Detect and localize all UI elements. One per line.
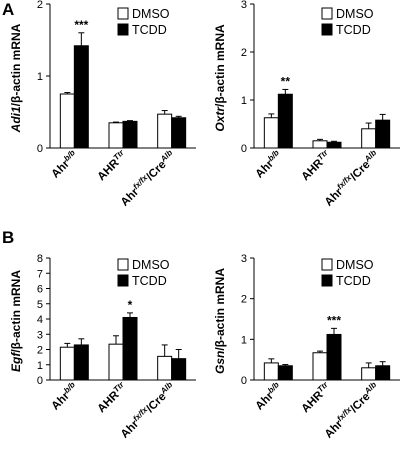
y-tick-label: 1	[241, 334, 247, 346]
chart-panel-0: 0 1 2 Adi1/β-actin mRNA Ahrb/b AHRTtrAhrfx/fx…	[9, 0, 196, 209]
y-axis-label: Gsn/β-actin mRNA	[213, 268, 227, 374]
bar-dmso	[108, 343, 124, 381]
bar-tcdd	[122, 120, 138, 149]
legend-swatch-tcdd	[117, 274, 129, 287]
bar-tcdd	[122, 316, 138, 381]
legend-label-tcdd: TCDD	[132, 23, 167, 37]
y-tick-label: 4	[37, 314, 43, 326]
x-tick-label: Ahrfx/fx/CreAlb	[117, 380, 178, 441]
x-tick-label: AHRTtr	[94, 379, 130, 415]
y-tick-label: 5	[37, 299, 43, 311]
significance-label: ***	[327, 313, 341, 327]
y-tick-label: 0	[37, 375, 43, 387]
y-tick-label: 2	[37, 345, 43, 357]
bar-tcdd	[326, 141, 342, 149]
x-tick-label: AHRTtr	[298, 379, 334, 415]
bar-tcdd	[277, 93, 293, 149]
x-tick-label: Ahrb/b	[252, 148, 285, 181]
bar-tcdd	[73, 344, 89, 381]
y-axis-label: Oxtr/β-actin mRNA	[213, 24, 227, 132]
significance-label: ***	[74, 18, 88, 32]
bar-dmso	[59, 346, 75, 381]
y-tick-label: 7	[37, 268, 43, 280]
bar-dmso	[157, 355, 173, 381]
bar-tcdd	[326, 333, 342, 381]
legend-swatch-tcdd	[117, 23, 129, 36]
legend-swatch-dmso	[321, 7, 333, 20]
x-tick-label: Ahrb/b	[48, 148, 81, 181]
x-tick-label: Ahrfx/fx/CreAlb	[321, 380, 382, 441]
bar-tcdd	[171, 358, 187, 381]
bar-dmso	[361, 128, 377, 149]
x-tick-label: Ahrfx/fx/CreAlb	[321, 148, 382, 209]
bar-dmso	[263, 117, 279, 149]
legend-label-dmso: DMSO	[336, 7, 374, 21]
y-axis-label: Adi1/β-actin mRNA	[9, 23, 23, 133]
x-tick-label: Ahrb/b	[48, 380, 81, 413]
legend-swatch-dmso	[117, 258, 129, 271]
y-tick-label: 8	[37, 253, 43, 265]
x-tick-label: AHRTtr	[94, 147, 130, 183]
bar-dmso	[108, 122, 124, 149]
y-tick-label: 1	[241, 95, 247, 107]
bar-dmso	[263, 362, 279, 381]
bar-dmso	[361, 367, 377, 381]
panel-letter-a: A	[2, 0, 15, 19]
y-tick-label: 3	[37, 329, 43, 341]
significance-label: *	[128, 298, 133, 312]
y-axis-label: Egf/β-actin mRNA	[9, 270, 23, 372]
bar-dmso	[59, 93, 75, 149]
legend-label-tcdd: TCDD	[132, 274, 167, 288]
legend-label-dmso: DMSO	[336, 258, 374, 272]
x-tick-label: Ahrb/b	[252, 380, 285, 413]
legend-swatch-dmso	[117, 7, 129, 20]
y-tick-label: 0	[241, 375, 247, 387]
y-tick-label: 6	[37, 284, 43, 296]
y-tick-label: 2	[241, 47, 247, 59]
significance-label: **	[281, 74, 291, 88]
y-tick-label: 0	[241, 143, 247, 155]
x-tick-label: Ahrfx/fx/CreAlb	[117, 148, 178, 209]
bar-dmso	[157, 113, 173, 149]
bar-tcdd	[375, 119, 391, 149]
bar-tcdd	[171, 117, 187, 149]
legend-swatch-dmso	[321, 258, 333, 271]
bar-tcdd	[277, 365, 293, 381]
bar-dmso	[312, 140, 328, 149]
chart-panel-2: 0 1 2 3 4 5 6 7 8 Egf/β-actin mRNA Ahrb/b AHRTtrAhr…	[9, 253, 196, 441]
bar-tcdd	[73, 45, 89, 149]
x-tick-label: AHRTtr	[298, 147, 334, 183]
legend-swatch-tcdd	[321, 23, 333, 36]
legend-swatch-tcdd	[321, 274, 333, 287]
y-tick-label: 3	[241, 253, 247, 265]
y-tick-label: 0	[37, 143, 43, 155]
bar-tcdd	[375, 365, 391, 381]
chart-panel-1: 0 1 2 3 Oxtr/β-actin mRNA Ahrb/b AHRTtrAhrfx/f…	[213, 0, 400, 209]
chart-panel-3: 0 1 2 3 Gsn/β-actin mRNA Ahrb/b AHRTtrAhrfx/fx…	[213, 253, 400, 441]
y-tick-label: 2	[241, 294, 247, 306]
legend-label-tcdd: TCDD	[336, 23, 371, 37]
legend-label-dmso: DMSO	[132, 258, 170, 272]
legend-label-tcdd: TCDD	[336, 274, 371, 288]
bar-dmso	[312, 352, 328, 381]
legend-label-dmso: DMSO	[132, 7, 170, 21]
y-tick-label: 1	[37, 71, 43, 83]
panel-letter-b: B	[2, 228, 15, 247]
y-tick-label: 3	[241, 0, 247, 11]
y-tick-label: 2	[37, 0, 43, 11]
y-tick-label: 1	[37, 360, 43, 372]
